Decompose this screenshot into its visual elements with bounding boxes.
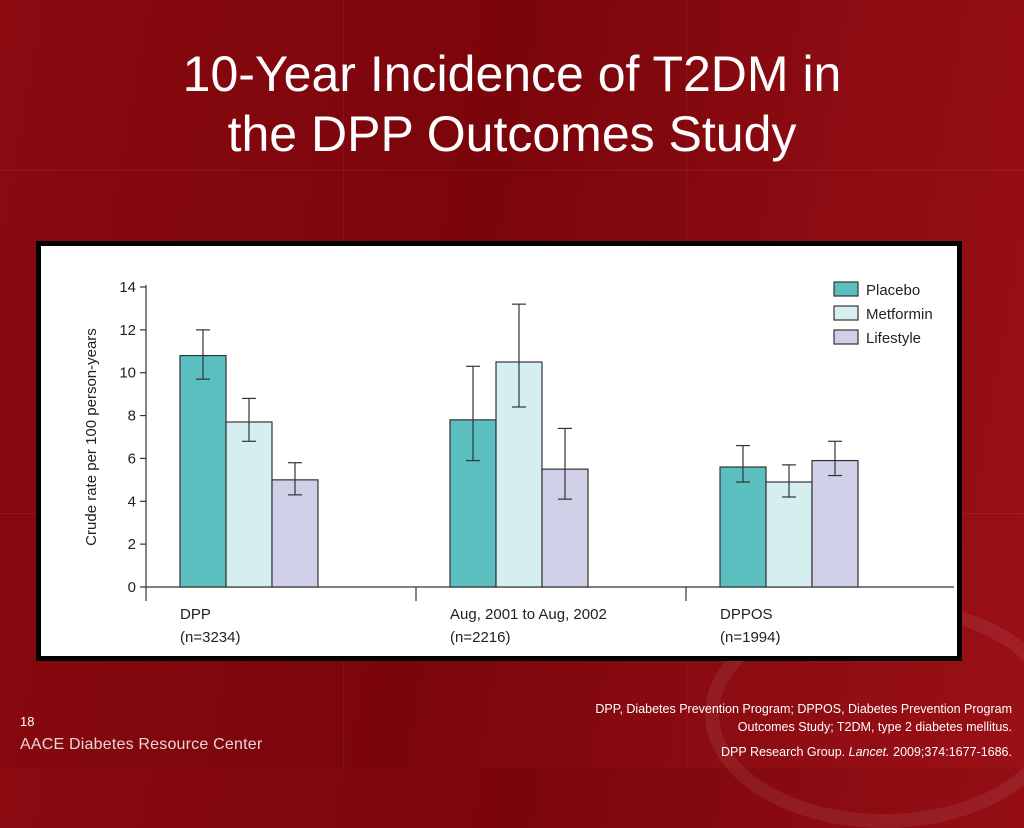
chart-panel: 0 2 4 6 8 10 12 14 Crude rate per 100 person-yea… [41,246,957,656]
legend-swatch-placebo [833,281,859,297]
citation: DPP Research Group. Lancet. 2009;374:167… [721,745,1012,759]
y-tick-label: 14 [119,279,136,296]
legend-label-lifestyle: Lifestyle [866,330,921,347]
background-grid-line [0,170,1024,171]
legend-swatch-lifestyle [833,329,859,345]
y-tick-label: 8 [128,408,136,425]
y-tick-label: 2 [128,536,136,553]
bar-placebo [719,466,767,588]
slide-title-line1: 10-Year Incidence of T2DM in [182,46,842,102]
citation-journal: Lancet. [848,745,890,759]
y-tick-label: 4 [128,493,136,510]
y-tick-label: 0 [128,579,136,596]
x-category-sublabel: (n=3234) [180,629,240,646]
legend-swatch-metformin [833,305,859,321]
y-tick-label: 10 [119,365,136,382]
bar-lifestyle [271,479,319,588]
footer-brand: AACE Diabetes Resource Center [20,736,263,753]
chart-frame: 0 2 4 6 8 10 12 14 Crude rate per 100 person-yea… [36,241,962,661]
y-axis-label: Crude rate per 100 person-years [83,328,100,546]
bar-lifestyle [811,459,859,588]
legend-label-metformin: Metformin [866,306,933,323]
abbreviations-footnote: DPP, Diabetes Prevention Program; DPPOS,… [595,702,1012,734]
x-category-label: Aug, 2001 to Aug, 2002 [450,606,607,623]
x-category-sublabel: (n=1994) [720,629,780,646]
slide-number: 18 [20,714,35,729]
slide-title: 10-Year Incidence of T2DM in the DPP Out… [0,44,1024,164]
y-tick-label: 12 [119,322,136,339]
slide-title-line2: the DPP Outcomes Study [227,106,797,162]
bar-metformin [765,481,813,588]
bar-chart: 0 2 4 6 8 10 12 14 Crude rate per 100 person-yea… [83,279,954,646]
y-tick-label: 6 [128,450,136,467]
x-category-label: DPPOS [720,606,773,623]
bar-metformin [225,421,273,588]
legend-label-placebo: Placebo [866,282,920,299]
bar-placebo [179,354,227,588]
x-category-sublabel: (n=2216) [450,629,510,646]
citation-authors: DPP Research Group. [721,745,846,759]
x-category-label: DPP [180,606,211,623]
citation-rest: 2009;374:1677-1686. [893,745,1012,759]
